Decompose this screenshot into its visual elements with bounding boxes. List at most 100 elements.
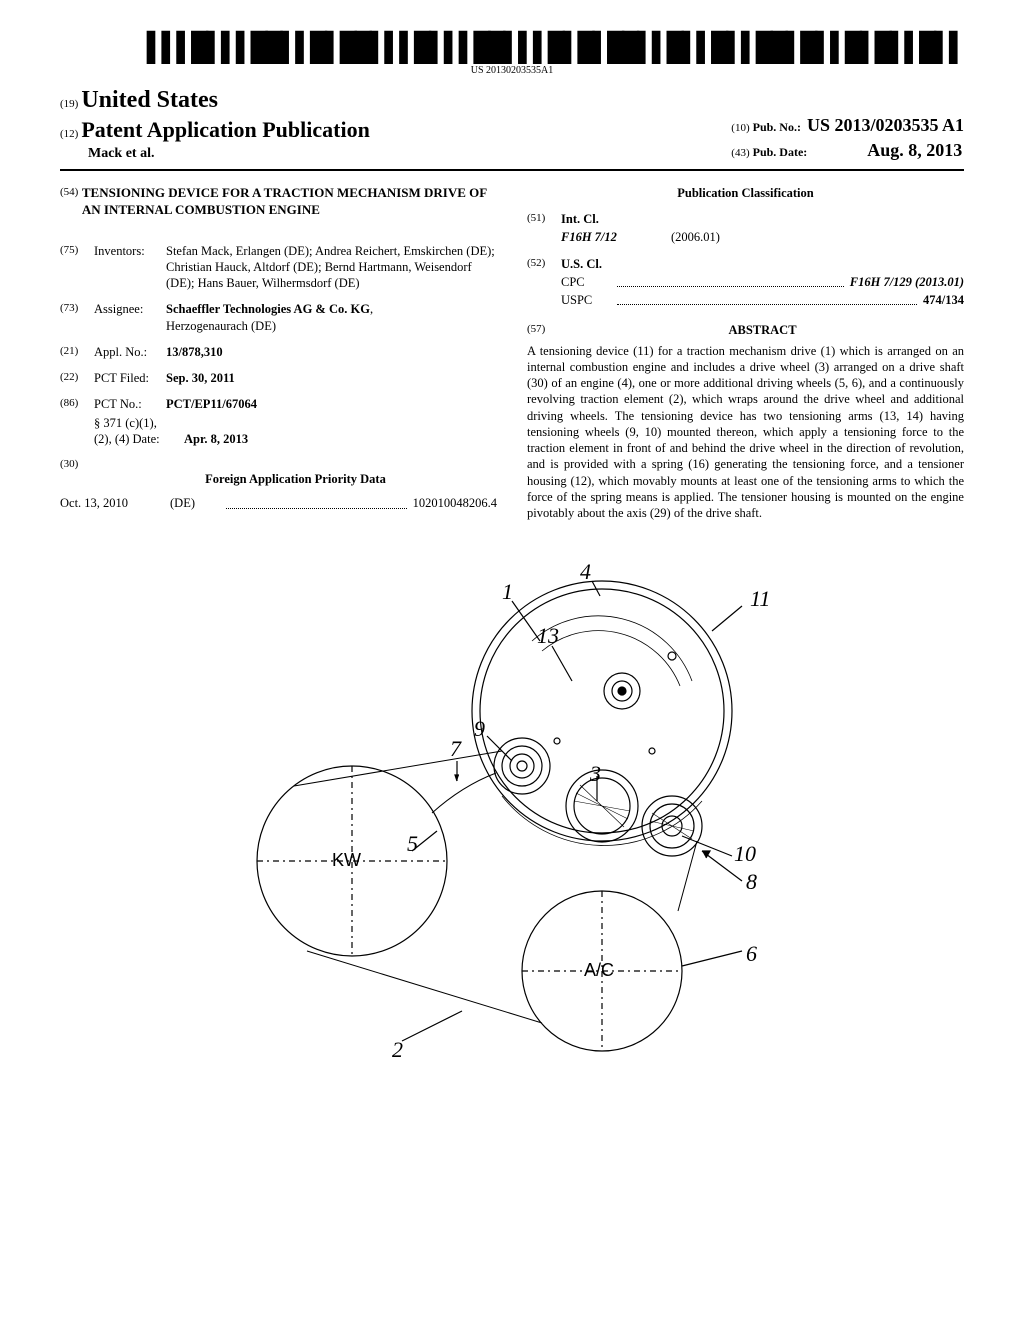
fig-label-7: 7 bbox=[450, 736, 462, 761]
fig-label-4: 4 bbox=[580, 559, 591, 584]
uscl-label: U.S. Cl. bbox=[561, 256, 602, 272]
left-column: (54) TENSIONING DEVICE FOR A TRACTION ME… bbox=[60, 185, 497, 522]
uspc-row: USPC 474/134 bbox=[527, 292, 964, 308]
authors-line: Mack et al. bbox=[60, 145, 370, 163]
intcl-year: (2006.01) bbox=[671, 229, 720, 245]
assignee-row: (73) Assignee: Schaeffler Technologies A… bbox=[60, 301, 497, 334]
pubdate-label: Pub. Date: bbox=[753, 145, 808, 159]
priority-data-row: Oct. 13, 2010 (DE) 102010048206.4 bbox=[60, 495, 497, 511]
barcode-block: ▌▌▌█▌▌▌██▌▌█▌██▌▌▌█▌▌▌██▌▌▌█▌█▌██▌▌█▌▌█▌… bbox=[60, 40, 964, 77]
code-12: (12) bbox=[60, 128, 78, 140]
uscl-row: (52) U.S. Cl. bbox=[527, 256, 964, 272]
inventor-name: Hans Bauer bbox=[198, 276, 256, 290]
sect371-label: § 371 (c)(1), bbox=[94, 415, 497, 431]
classification-header: Publication Classification bbox=[527, 185, 964, 201]
inventor-name: Christian Hauck bbox=[166, 260, 248, 274]
fig-label-3: 3 bbox=[589, 761, 601, 786]
right-column: Publication Classification (51) Int. Cl.… bbox=[527, 185, 964, 522]
header-rule bbox=[60, 169, 964, 171]
fig-label-ac: A/C bbox=[584, 960, 614, 980]
dots bbox=[617, 292, 917, 305]
fig-label-5: 5 bbox=[407, 831, 418, 856]
code-19: (19) bbox=[60, 98, 78, 110]
intcl-row: (51) Int. Cl. bbox=[527, 211, 964, 227]
abstract-text: A tensioning device (11) for a traction … bbox=[527, 343, 964, 522]
fig-label-1: 1 bbox=[502, 579, 513, 604]
applno-label: Appl. No.: bbox=[94, 344, 166, 360]
code-57: (57) bbox=[527, 322, 561, 338]
uspc-val: 474/134 bbox=[923, 292, 964, 308]
abstract-label: ABSTRACT bbox=[561, 322, 964, 338]
code-52: (52) bbox=[527, 256, 561, 272]
inventor-loc: Emskirchen (DE) bbox=[403, 244, 491, 258]
inventor-name: Andrea Reichert bbox=[315, 244, 397, 258]
uspc-label: USPC bbox=[561, 292, 611, 308]
intcl-code: F16H 7/12 bbox=[561, 229, 671, 245]
priority-num: 102010048206.4 bbox=[413, 495, 497, 511]
patent-figure: 1 13 4 11 9 7 5 3 10 8 6 2 KW A/C bbox=[60, 551, 964, 1076]
inventor-name: Stefan Mack bbox=[166, 244, 230, 258]
inventors-list: Stefan Mack, Erlangen (DE); Andrea Reich… bbox=[166, 243, 497, 292]
assignee-label: Assignee: bbox=[94, 301, 166, 334]
sect371-date: Apr. 8, 2013 bbox=[184, 431, 248, 447]
code-75: (75) bbox=[60, 243, 94, 292]
code-30: (30) bbox=[60, 457, 94, 495]
doc-type: Patent Application Publication bbox=[81, 117, 369, 142]
fig-label-10: 10 bbox=[734, 841, 756, 866]
intcl-label: Int. Cl. bbox=[561, 211, 599, 227]
sect371-row1: § 371 (c)(1), bbox=[60, 415, 497, 431]
pubdate: Aug. 8, 2013 bbox=[867, 140, 962, 160]
cpc-val: F16H 7/129 (2013.01) bbox=[850, 274, 964, 290]
inventors-label: Inventors: bbox=[94, 243, 166, 292]
applno-row: (21) Appl. No.: 13/878,310 bbox=[60, 344, 497, 360]
sect371-row2: (2), (4) Date: Apr. 8, 2013 bbox=[60, 431, 497, 447]
code-54: (54) bbox=[60, 185, 82, 233]
pctfiled: Sep. 30, 2011 bbox=[166, 370, 497, 386]
barcode-graphic: ▌▌▌█▌▌▌██▌▌█▌██▌▌▌█▌▌▌██▌▌▌█▌█▌██▌▌█▌▌█▌… bbox=[147, 40, 964, 57]
document-header: (19) United States (12) Patent Applicati… bbox=[60, 85, 964, 163]
code-22: (22) bbox=[60, 370, 94, 386]
inventor-loc: Altdorf (DE) bbox=[253, 260, 318, 274]
priority-date: Oct. 13, 2010 bbox=[60, 495, 170, 511]
barcode-number: US 20130203535A1 bbox=[60, 64, 964, 77]
fig-label-9: 9 bbox=[474, 716, 485, 741]
pubno-label: Pub. No.: bbox=[753, 120, 801, 134]
fig-label-2: 2 bbox=[392, 1037, 403, 1062]
dots bbox=[617, 274, 844, 287]
applno: 13/878,310 bbox=[166, 344, 497, 360]
pctfiled-row: (22) PCT Filed: Sep. 30, 2011 bbox=[60, 370, 497, 386]
title-row: (54) TENSIONING DEVICE FOR A TRACTION ME… bbox=[60, 185, 497, 233]
sect371-line2: (2), (4) Date: bbox=[94, 431, 184, 447]
inventor-loc: Erlangen (DE) bbox=[236, 244, 309, 258]
fig-label-8: 8 bbox=[746, 869, 757, 894]
inventors-row: (75) Inventors: Stefan Mack, Erlangen (D… bbox=[60, 243, 497, 292]
fig-label-11: 11 bbox=[750, 586, 770, 611]
figure-svg: 1 13 4 11 9 7 5 3 10 8 6 2 KW A/C bbox=[202, 551, 822, 1071]
fig-label-kw: KW bbox=[332, 850, 361, 870]
pctno-row: (86) PCT No.: PCT/EP11/67064 bbox=[60, 396, 497, 412]
code-73: (73) bbox=[60, 301, 94, 334]
code-21: (21) bbox=[60, 344, 94, 360]
cpc-label: CPC bbox=[561, 274, 611, 290]
priority-country: (DE) bbox=[170, 495, 220, 511]
country: United States bbox=[81, 87, 218, 113]
code-86: (86) bbox=[60, 396, 94, 412]
pctfiled-label: PCT Filed: bbox=[94, 370, 166, 386]
abstract-header-row: (57) ABSTRACT bbox=[527, 322, 964, 338]
inventor-loc: Wilhermsdorf (DE) bbox=[262, 276, 360, 290]
pctno-label: PCT No.: bbox=[94, 396, 166, 412]
assignee-value: Schaeffler Technologies AG & Co. KG, Her… bbox=[166, 301, 497, 334]
inventor-name: Bernd Hartmann bbox=[325, 260, 409, 274]
priority-header: Foreign Application Priority Data bbox=[94, 471, 497, 487]
pubno: US 2013/0203535 A1 bbox=[807, 115, 964, 135]
assignee-name: Schaeffler Technologies AG & Co. KG bbox=[166, 302, 370, 316]
patent-title: TENSIONING DEVICE FOR A TRACTION MECHANI… bbox=[82, 185, 497, 219]
priority-header-row: (30) Foreign Application Priority Data bbox=[60, 457, 497, 495]
code-43: (43) bbox=[731, 147, 749, 159]
assignee-loc: Herzogenaurach (DE) bbox=[166, 319, 276, 333]
fig-label-13: 13 bbox=[537, 623, 559, 648]
dots bbox=[226, 495, 407, 508]
code-10: (10) bbox=[731, 122, 749, 134]
bibliographic-columns: (54) TENSIONING DEVICE FOR A TRACTION ME… bbox=[60, 185, 964, 522]
pctno: PCT/EP11/67064 bbox=[166, 396, 497, 412]
